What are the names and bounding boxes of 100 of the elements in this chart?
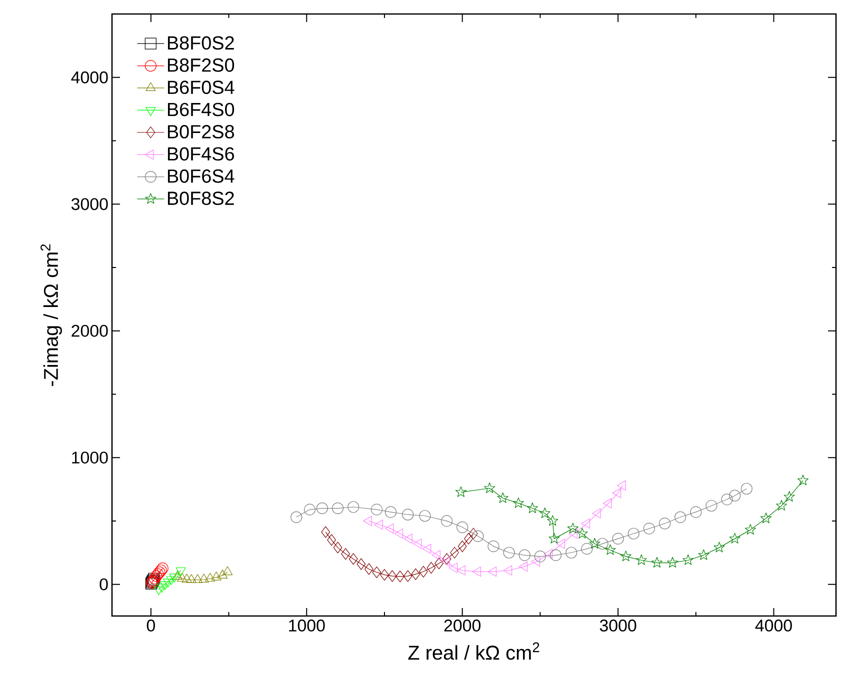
- point: [612, 488, 622, 498]
- point: [744, 524, 756, 535]
- point: [567, 522, 578, 534]
- point: [484, 482, 496, 493]
- point: [440, 556, 450, 567]
- point: [456, 521, 468, 534]
- point: [411, 568, 420, 580]
- point: [440, 515, 453, 527]
- point: [388, 570, 397, 582]
- legend-label: B0F8S2: [168, 192, 234, 206]
- point: [364, 563, 374, 575]
- point: [455, 486, 466, 497]
- point: [612, 532, 624, 544]
- point: [674, 511, 686, 523]
- point: [714, 542, 725, 552]
- point: [721, 494, 733, 506]
- point: [488, 566, 497, 577]
- x-tick-label: 0: [146, 620, 155, 632]
- point: [448, 562, 458, 573]
- x-tick-label: 2000: [444, 620, 481, 632]
- point: [332, 502, 344, 514]
- point: [472, 566, 481, 577]
- point: [729, 490, 741, 502]
- point: [394, 528, 404, 539]
- point: [434, 558, 444, 570]
- point: [422, 544, 432, 554]
- legend-label: B0F4S6: [168, 147, 234, 161]
- point: [468, 528, 478, 540]
- legend-label: B8F2S0: [168, 58, 234, 72]
- point: [426, 562, 436, 574]
- point: [643, 522, 655, 534]
- point: [217, 570, 228, 578]
- point: [348, 553, 358, 565]
- point: [589, 538, 600, 549]
- point: [576, 528, 588, 538]
- legend-label: B0F2S8: [168, 125, 234, 138]
- point: [592, 508, 601, 518]
- y-tick-label: 3000: [71, 198, 108, 210]
- point: [547, 515, 558, 526]
- point: [651, 556, 662, 568]
- point: [497, 492, 508, 503]
- point: [760, 512, 772, 524]
- point: [706, 500, 718, 512]
- x-tick-label: 3000: [600, 620, 636, 632]
- point: [172, 570, 182, 580]
- y-tick-label: 4000: [71, 71, 108, 84]
- point: [380, 569, 389, 581]
- point: [327, 534, 336, 546]
- point: [333, 542, 342, 554]
- point: [539, 508, 550, 518]
- point: [550, 549, 562, 561]
- point: [518, 549, 530, 561]
- point: [784, 491, 795, 502]
- point: [304, 504, 316, 516]
- point: [596, 538, 608, 550]
- point: [602, 498, 612, 508]
- point: [418, 566, 428, 578]
- y-tick-label: 1000: [72, 452, 108, 464]
- point: [321, 526, 330, 538]
- point: [374, 520, 383, 530]
- point: [316, 502, 328, 514]
- point: [666, 556, 678, 568]
- point: [690, 506, 702, 518]
- point: [177, 572, 188, 582]
- point: [776, 500, 788, 510]
- x-axis-title: Z real / kΩ cm$^{2}$: [408, 642, 540, 660]
- point: [419, 510, 431, 522]
- point: [356, 558, 366, 570]
- point: [534, 550, 546, 562]
- point: [464, 532, 473, 544]
- x-tick-label: 4000: [755, 620, 792, 632]
- point: [556, 538, 566, 549]
- point: [396, 570, 404, 582]
- point: [620, 550, 632, 562]
- point: [222, 566, 233, 576]
- point: [384, 506, 397, 518]
- point: [503, 546, 515, 558]
- point: [658, 518, 671, 530]
- point: [581, 518, 590, 529]
- point: [698, 549, 710, 560]
- point: [458, 540, 467, 552]
- point: [384, 523, 394, 534]
- y-tick-label: 0: [100, 578, 108, 590]
- point: [290, 511, 302, 523]
- point: [566, 546, 578, 558]
- point: [404, 534, 412, 544]
- point: [372, 566, 382, 578]
- point: [211, 572, 222, 580]
- point: [628, 528, 640, 540]
- point: [544, 548, 553, 559]
- point: [740, 482, 752, 495]
- point: [729, 532, 740, 544]
- point: [402, 508, 414, 520]
- point: [348, 501, 360, 513]
- point: [363, 516, 372, 526]
- point: [512, 497, 524, 508]
- point: [403, 570, 412, 582]
- point: [186, 574, 196, 583]
- point: [370, 504, 382, 516]
- legend-label: B8F0S2: [168, 36, 234, 50]
